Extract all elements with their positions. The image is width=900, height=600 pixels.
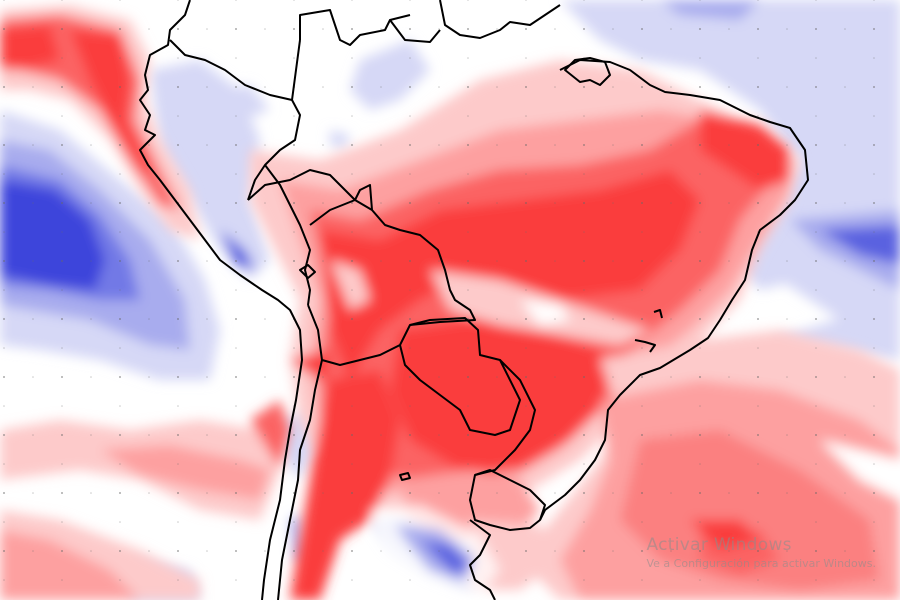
reservoir-2 — [634, 339, 656, 353]
guiana-border — [439, 0, 561, 39]
chile-argentina-border — [277, 304, 323, 600]
argentina-brazil-border — [474, 359, 536, 476]
country-borders — [139, 0, 809, 600]
pacific-coastline — [139, 0, 303, 600]
reservoir-1 — [653, 309, 663, 319]
peru-bolivia-border — [264, 164, 311, 306]
venezuela-border — [299, 9, 411, 46]
amapa-coast — [564, 57, 611, 86]
amazon-north-border — [291, 19, 441, 101]
lake-titicaca — [299, 264, 316, 279]
lake-small-argentina — [399, 472, 411, 481]
uruguay-border — [469, 469, 546, 531]
paraguay-border — [399, 317, 521, 436]
brazil-atlantic-coastline — [539, 59, 809, 521]
bolivia-border — [309, 199, 476, 366]
argentina-coastline — [469, 519, 496, 600]
